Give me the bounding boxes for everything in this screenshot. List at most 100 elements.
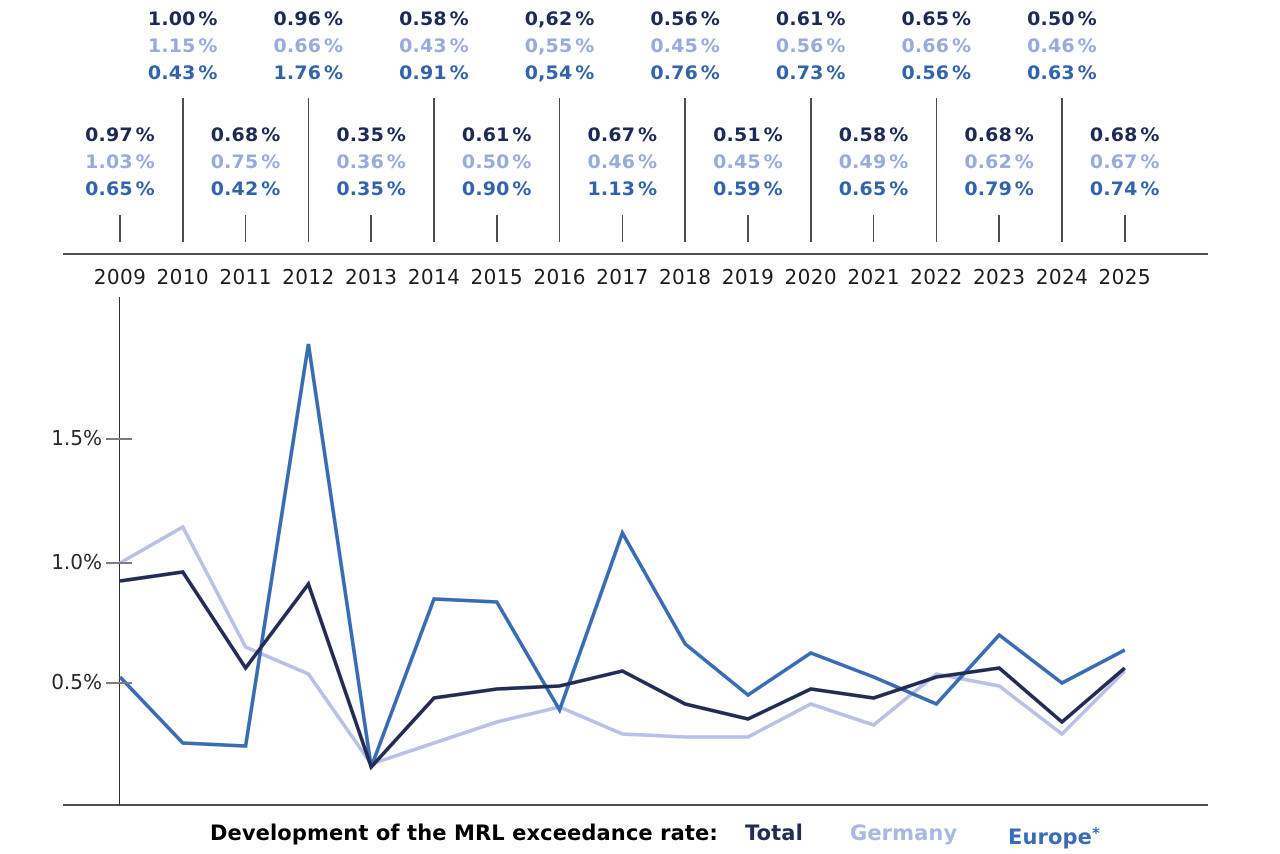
value-germany-2015: 0.50 % — [461, 151, 532, 173]
leader-line-2015 — [496, 215, 498, 242]
value-total-2016: 0,62 % — [524, 8, 595, 30]
year-label-2009: 2009 — [93, 265, 147, 289]
value-germany-2017: 0.46 % — [587, 151, 658, 173]
leader-line-2024 — [1061, 98, 1063, 242]
value-germany-2023: 0.62 % — [964, 151, 1035, 173]
value-germany-2013: 0.36 % — [336, 151, 407, 173]
year-label-2021: 2021 — [847, 265, 900, 289]
legend-item-europe: Europe* — [1008, 819, 1100, 851]
value-germany-2014: 0.43 % — [399, 35, 469, 57]
value-total-2012: 0.96 % — [273, 8, 344, 30]
year-label-2022: 2022 — [910, 265, 963, 289]
leader-line-2012 — [307, 98, 310, 242]
value-total-2017: 0.67 % — [587, 124, 658, 146]
value-europe-2012: 1.76 % — [273, 62, 344, 84]
year-label-2018: 2018 — [658, 265, 712, 289]
value-europe-2014: 0.91 % — [399, 62, 469, 84]
value-europe-2020: 0.73 % — [775, 62, 846, 84]
series-line-europe — [118, 343, 1126, 768]
value-column-2011: 0.68 % 0.75 % 0.42 % — [184, 122, 308, 203]
value-column-2009: 0.97 % 1.03 % 0.65 % — [58, 122, 182, 203]
value-column-2012: 0.96 % 0.66 % 1.76 % — [246, 6, 370, 87]
value-total-2023: 0.68 % — [964, 124, 1035, 146]
plot-bottom-line — [63, 804, 1208, 806]
y-tick-label-1.5%: 1.5% — [51, 426, 102, 450]
leader-line-2014 — [433, 98, 435, 242]
leader-line-2025 — [1124, 215, 1126, 242]
value-germany-2024: 0.46 % — [1027, 35, 1097, 57]
year-label-2024: 2024 — [1035, 265, 1089, 289]
value-total-2020: 0.61 % — [775, 8, 846, 30]
value-total-2024: 0.50 % — [1027, 8, 1097, 30]
series-line-germany — [119, 524, 1127, 767]
value-total-2022: 0.65 % — [901, 8, 972, 30]
year-label-2012: 2012 — [282, 265, 335, 289]
leader-line-2022 — [935, 98, 938, 242]
x-axis-line — [63, 253, 1208, 255]
value-column-2017: 0.67 % 0.46 % 1.13 % — [560, 122, 684, 203]
value-column-2014: 0.58 % 0.43 % 0.91 % — [372, 6, 496, 87]
series-line-total — [119, 570, 1126, 771]
leader-line-2009 — [119, 215, 121, 242]
legend-label-total: Total — [745, 821, 803, 845]
value-total-2009: 0.97 % — [85, 124, 155, 146]
value-germany-2012: 0.66 % — [273, 35, 344, 57]
value-europe-2009: 0.65 % — [85, 178, 155, 200]
year-label-2017: 2017 — [596, 265, 649, 289]
value-germany-2025: 0.67 % — [1089, 151, 1160, 173]
value-column-2024: 0.50 % 0.46 % 0.63 % — [1000, 6, 1124, 87]
value-column-2021: 0.58 % 0.49 % 0.65 % — [812, 122, 936, 203]
leader-line-2020 — [810, 98, 812, 242]
value-total-2025: 0.68 % — [1089, 124, 1160, 146]
y-tick-label-1.0%: 1.0% — [51, 550, 102, 574]
legend-title: Development of the MRL exceedance rate: — [210, 821, 718, 845]
value-europe-2013: 0.35 % — [336, 178, 407, 200]
value-germany-2022: 0.66 % — [901, 35, 972, 57]
value-column-2020: 0.61 % 0.56 % 0.73 % — [749, 6, 873, 87]
value-europe-2025: 0.74 % — [1089, 178, 1160, 200]
value-europe-2010: 0.43 % — [147, 62, 218, 84]
value-germany-2011: 0.75 % — [210, 151, 281, 173]
value-total-2013: 0.35 % — [336, 124, 407, 146]
legend-label-europe: Europe — [1008, 825, 1092, 849]
year-label-2014: 2014 — [407, 265, 461, 289]
value-europe-2017: 1.13 % — [587, 178, 658, 200]
value-column-2015: 0.61 % 0.50 % 0.90 % — [435, 122, 559, 203]
value-germany-2016: 0,55 % — [524, 35, 595, 57]
value-column-2018: 0.56 % 0.45 % 0.76 % — [623, 6, 747, 87]
value-total-2021: 0.58 % — [838, 124, 909, 146]
value-total-2010: 1.00 % — [147, 8, 218, 30]
year-label-2023: 2023 — [972, 265, 1026, 289]
value-europe-2021: 0.65 % — [838, 178, 909, 200]
value-germany-2020: 0.56 % — [775, 35, 846, 57]
leader-line-2011 — [244, 215, 247, 242]
value-column-2013: 0.35 % 0.36 % 0.35 % — [309, 122, 433, 203]
y-tick-1.0% — [106, 562, 132, 564]
leader-line-2018 — [684, 98, 686, 242]
year-label-2025: 2025 — [1098, 265, 1152, 289]
year-label-2019: 2019 — [721, 265, 775, 289]
value-column-2019: 0.51 % 0.45 % 0.59 % — [686, 122, 810, 203]
y-tick-0.5% — [106, 682, 132, 684]
y-axis-line — [118, 297, 121, 805]
value-europe-2022: 0.56 % — [901, 62, 972, 84]
value-europe-2018: 0.76 % — [650, 62, 721, 84]
value-total-2015: 0.61 % — [461, 124, 532, 146]
leader-line-2016 — [558, 98, 561, 242]
leader-line-2010 — [182, 98, 184, 242]
value-column-2016: 0,62 % 0,55 % 0,54 % — [498, 6, 622, 87]
y-tick-label-0.5%: 0.5% — [51, 670, 102, 694]
value-total-2014: 0.58 % — [399, 8, 469, 30]
leader-line-2019 — [747, 215, 749, 242]
value-column-2023: 0.68 % 0.62 % 0.79 % — [937, 122, 1061, 203]
value-column-2025: 0.68 % 0.67 % 0.74 % — [1063, 122, 1187, 203]
leader-line-2017 — [621, 215, 624, 242]
value-europe-2023: 0.79 % — [964, 178, 1035, 200]
legend-label-germany: Germany — [850, 821, 958, 845]
europe-asterisk: * — [1091, 824, 1100, 842]
value-germany-2021: 0.49 % — [838, 151, 909, 173]
value-germany-2010: 1.15 % — [147, 35, 218, 57]
leader-line-2013 — [370, 215, 372, 242]
value-europe-2015: 0.90 % — [461, 178, 532, 200]
